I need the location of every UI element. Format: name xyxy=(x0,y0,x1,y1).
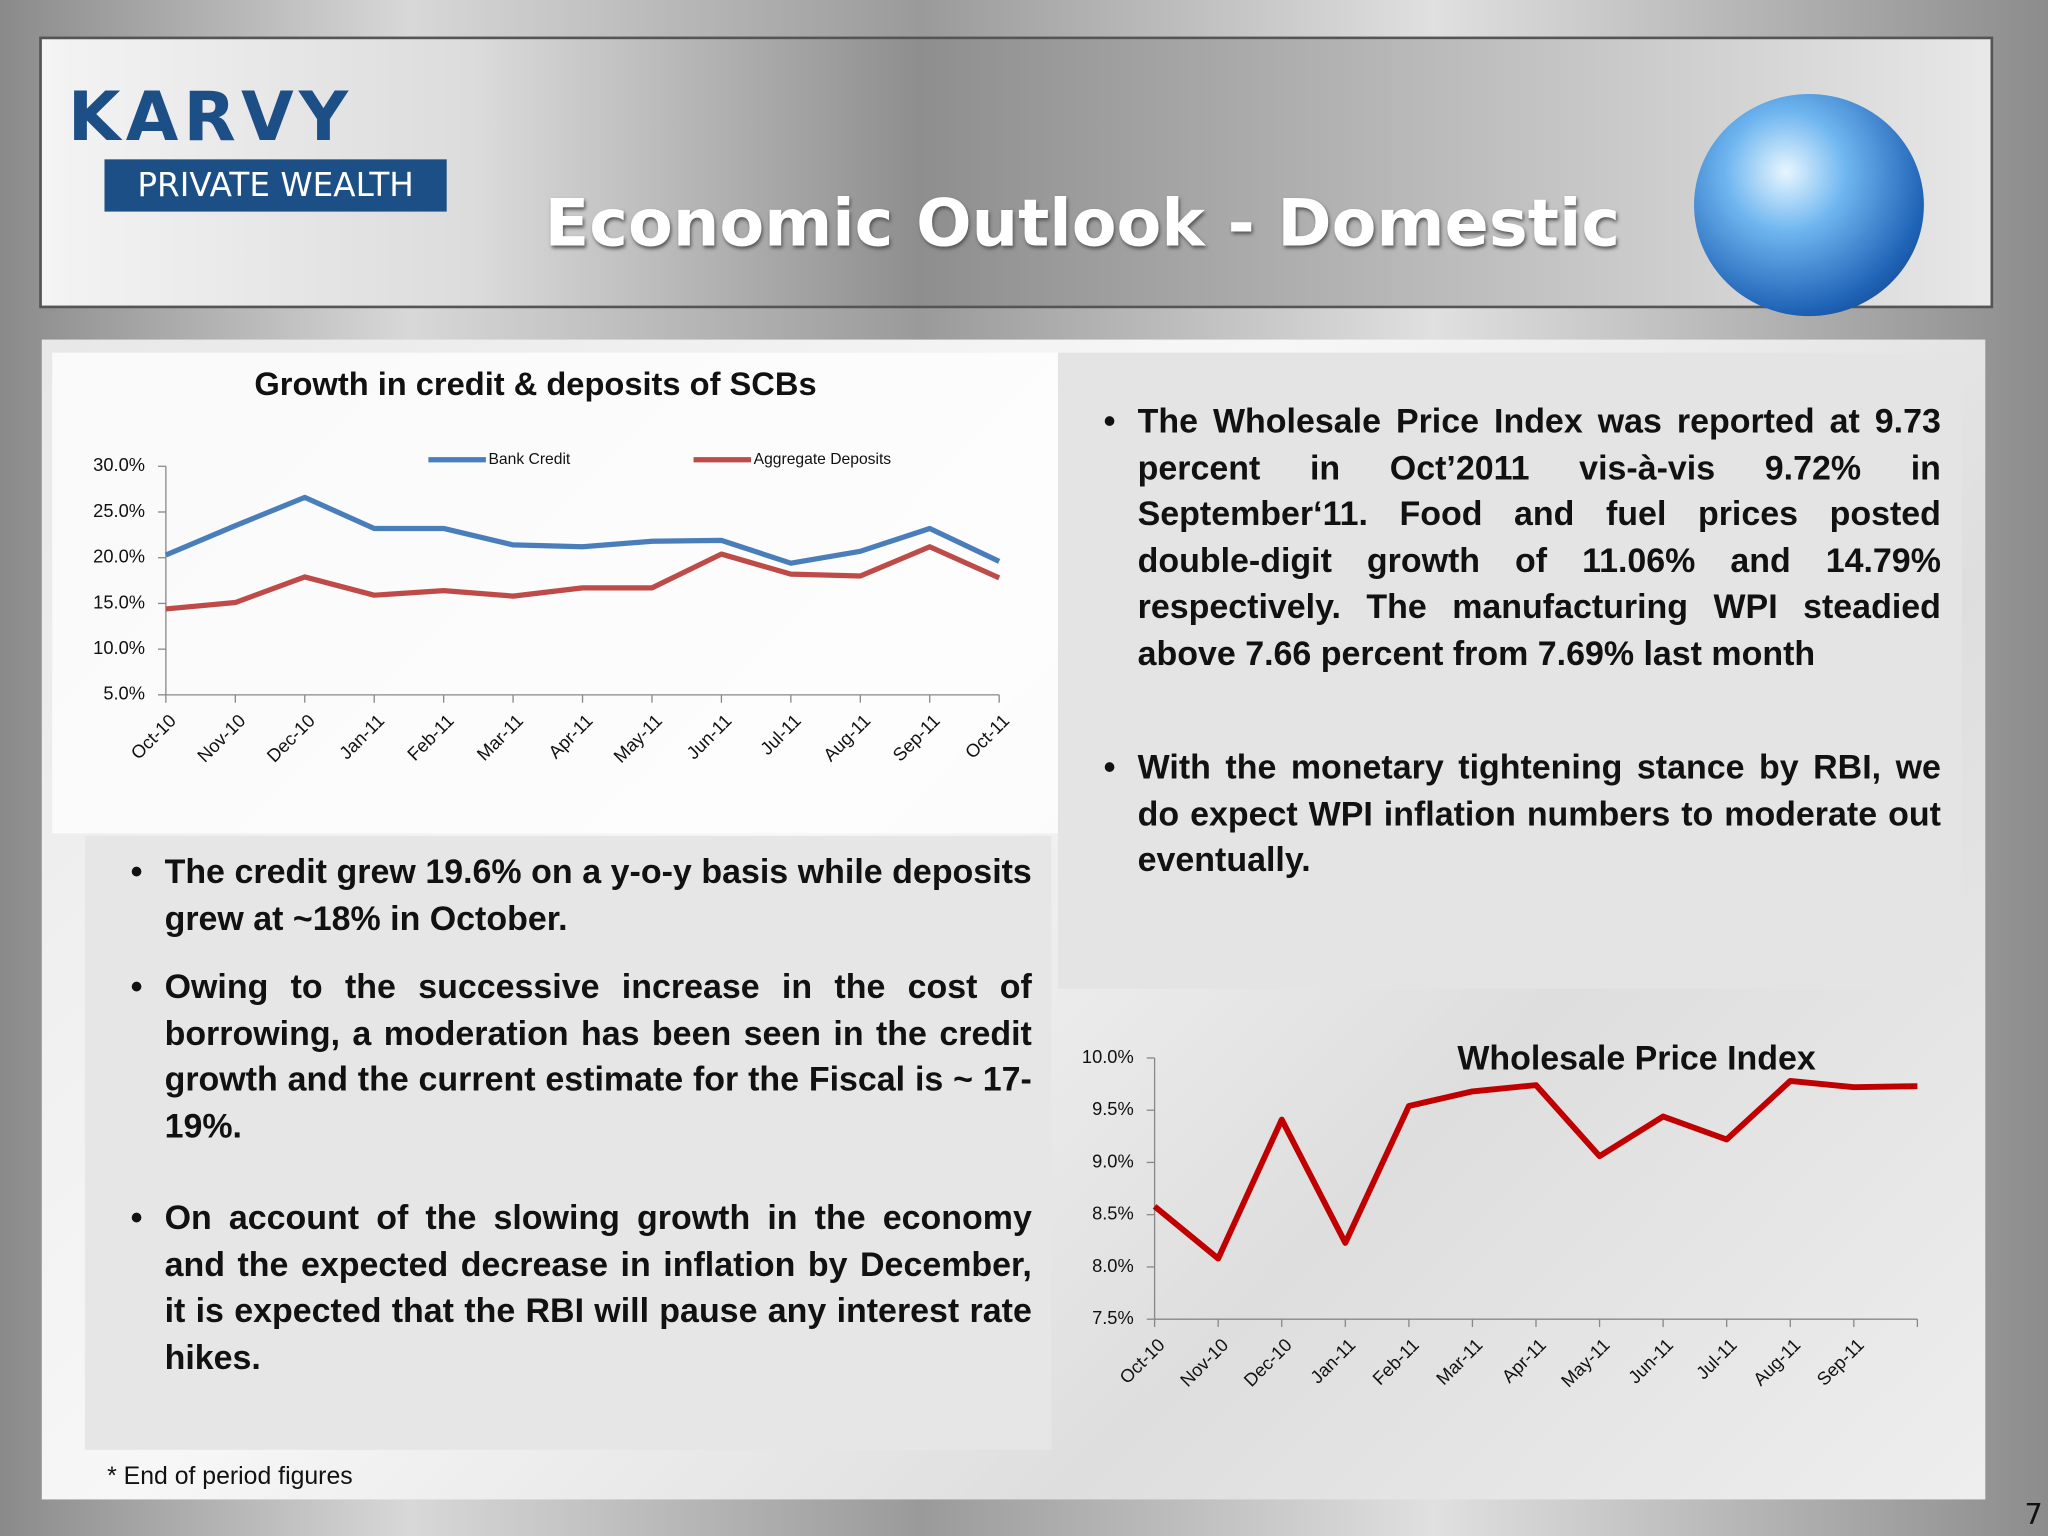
y-tick-label: 20.0% xyxy=(93,546,145,567)
logo: KARVY xyxy=(67,78,354,157)
bullet: Owing to the successive increase in the … xyxy=(131,964,1032,1149)
x-tick-label: Jan-11 xyxy=(335,710,388,763)
x-tick-label: Mar-11 xyxy=(472,710,527,765)
title: Economic Outlook - Domestic xyxy=(544,185,1621,262)
x-tick-label: Oct-10 xyxy=(126,710,180,764)
y-tick-label: 8.5% xyxy=(1092,1203,1134,1224)
y-tick-label: 30.0% xyxy=(93,454,145,475)
x-tick-label: Jan-11 xyxy=(1306,1334,1359,1387)
page-number: 7 xyxy=(2024,1499,2043,1533)
y-tick-label: 5.0% xyxy=(103,683,145,704)
x-tick-label: Sep-11 xyxy=(1812,1334,1868,1390)
y-tick-label: 7.5% xyxy=(1092,1307,1134,1328)
y-tick-label: 8.0% xyxy=(1092,1255,1134,1276)
legend-label: Aggregate Deposits xyxy=(754,451,892,468)
x-tick-label: Dec-10 xyxy=(1239,1334,1295,1390)
x-tick-label: Aug-11 xyxy=(1749,1334,1805,1390)
chart-title: Growth in credit & deposits of SCBs xyxy=(254,365,816,402)
x-tick-label: Oct-11 xyxy=(961,710,1014,763)
x-tick-label: Sep-11 xyxy=(888,710,944,766)
y-tick-label: 9.5% xyxy=(1092,1098,1134,1119)
x-tick-label: Nov-10 xyxy=(1176,1334,1232,1390)
series-line xyxy=(164,494,1001,566)
x-tick-label: Dec-10 xyxy=(262,710,318,766)
x-tick-label: Jun-11 xyxy=(1624,1334,1677,1387)
bullet: The Wholesale Price Index was reported a… xyxy=(1104,398,1941,676)
left-bullets: The credit grew 19.6% on a y-o-y basis w… xyxy=(131,849,1032,1403)
header: KARVY PRIVATE WEALTH Economic Outlook - … xyxy=(39,36,1994,317)
x-tick-label: Apr-11 xyxy=(1497,1334,1550,1387)
series-line xyxy=(1152,1078,1918,1262)
chart-title: Wholesale Price Index xyxy=(1457,1040,1815,1078)
logo-sub: PRIVATE WEALTH xyxy=(104,159,447,212)
y-tick-label: 9.0% xyxy=(1092,1150,1134,1171)
x-tick-label: Mar-11 xyxy=(1432,1334,1487,1389)
x-tick-label: Feb-11 xyxy=(403,710,458,765)
footnote: * End of period figures xyxy=(107,1462,353,1491)
x-tick-label: Oct-10 xyxy=(1115,1334,1169,1388)
y-tick-label: 10.0% xyxy=(93,637,145,658)
x-tick-label: Jun-11 xyxy=(682,710,735,763)
bullet: With the monetary tightening stance by R… xyxy=(1104,744,1941,883)
x-tick-label: May-11 xyxy=(1557,1334,1614,1391)
bullet: The credit grew 19.6% on a y-o-y basis w… xyxy=(131,849,1032,942)
x-tick-label: Aug-11 xyxy=(819,710,875,766)
x-tick-label: Feb-11 xyxy=(1368,1334,1423,1389)
y-tick-label: 10.0% xyxy=(1082,1046,1134,1067)
legend-label: Bank Credit xyxy=(488,451,570,468)
y-tick-label: 25.0% xyxy=(93,500,145,521)
y-tick-label: 15.0% xyxy=(93,591,145,612)
x-tick-label: Nov-10 xyxy=(193,710,249,766)
series-line xyxy=(165,544,1001,612)
x-tick-label: Apr-11 xyxy=(544,710,597,763)
x-tick-label: Jul-11 xyxy=(1692,1334,1741,1383)
bullet: On account of the slowing growth in the … xyxy=(131,1195,1032,1380)
globe xyxy=(1694,94,1924,317)
x-tick-label: May-11 xyxy=(609,710,666,767)
x-tick-label: Jul-11 xyxy=(756,710,805,759)
right-bullets: The Wholesale Price Index was reported a… xyxy=(1104,398,1941,951)
